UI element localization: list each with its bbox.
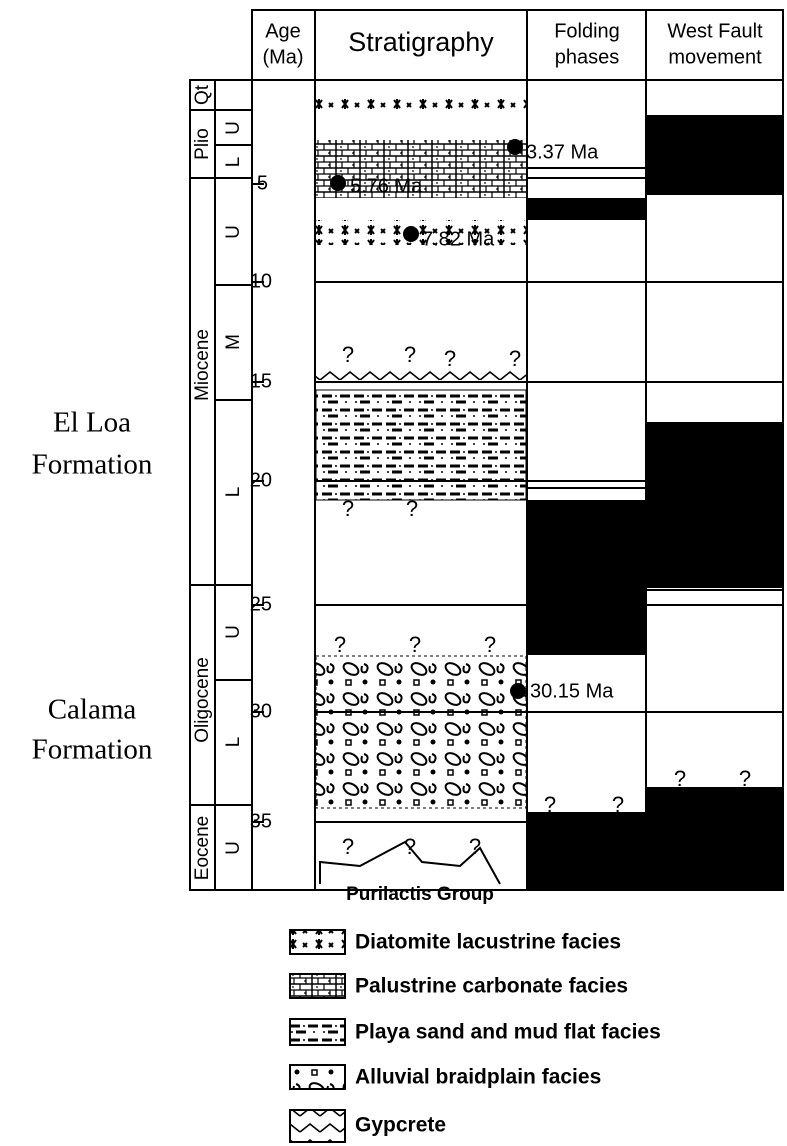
question-mark: ?: [739, 766, 751, 791]
question-mark: ?: [544, 792, 556, 817]
fault-header: movement: [668, 46, 762, 68]
formation-label: Calama: [48, 694, 137, 726]
age-tick: 5: [257, 172, 268, 194]
fault-phase: [646, 115, 783, 195]
folding-phase: [527, 198, 646, 220]
epoch: Oligocene: [192, 657, 213, 743]
page: { "header": {"age": ["Age", "(Ma)"], "st…: [0, 0, 787, 1146]
subepoch: M: [223, 334, 244, 350]
folding-phase: [527, 812, 646, 890]
question-mark: ?: [334, 632, 346, 657]
subepoch: L: [223, 737, 244, 748]
question-mark: ?: [342, 342, 354, 367]
legend-swatch: [290, 930, 345, 954]
question-mark: ?: [409, 632, 421, 657]
date-label: 3.37 Ma: [526, 141, 599, 163]
question-mark: ?: [342, 834, 354, 859]
legend-label: Playa sand and mud flat facies: [355, 1021, 661, 1044]
question-mark: ?: [469, 834, 481, 859]
age-tick: 30: [250, 700, 272, 722]
age-tick: 10: [250, 270, 272, 292]
subepoch: U: [223, 625, 244, 639]
legend-swatch: [290, 1019, 345, 1045]
subepoch: U: [223, 121, 244, 135]
playa-layer: [316, 390, 526, 500]
formation-label: Formation: [32, 734, 153, 766]
strat-diagram: Age (Ma) Stratigraphy Folding phases Wes…: [0, 0, 787, 1146]
folding-phase: [527, 500, 646, 655]
age-header: Age: [265, 20, 301, 42]
alluvial-layer: [316, 656, 526, 808]
age-tick: 25: [250, 593, 272, 615]
date-dot: [403, 226, 419, 242]
formation-label: El Loa: [53, 407, 131, 439]
epoch: Miocene: [192, 329, 213, 401]
question-mark: ?: [444, 346, 456, 371]
question-mark: ?: [509, 346, 521, 371]
question-mark: ?: [612, 792, 624, 817]
formation-label: Formation: [32, 449, 153, 481]
age-tick: 20: [250, 469, 272, 491]
fault-phase: [646, 787, 783, 890]
gypcrete-layer: [316, 366, 526, 380]
legend: Diatomite lacustrine facies Palustrine c…: [290, 930, 661, 1142]
age-header: (Ma): [262, 46, 303, 68]
legend-swatch: [290, 1065, 345, 1089]
epoch: Plio: [192, 128, 213, 160]
subepoch: L: [223, 157, 244, 168]
legend-label: Gypcrete: [355, 1114, 446, 1137]
question-mark: ?: [404, 834, 416, 859]
legend-label: Diatomite lacustrine facies: [355, 931, 621, 954]
date-label: 5.76 Ma: [350, 175, 423, 197]
subepoch: L: [223, 487, 244, 498]
folding-header: Folding: [554, 20, 620, 42]
date-dot: [330, 175, 346, 191]
legend-label: Alluvial braidplain facies: [355, 1066, 601, 1089]
legend-swatch: [290, 974, 345, 998]
subepoch: U: [223, 225, 244, 239]
diatomite-layer: [316, 220, 526, 245]
date-label: 30.15 Ma: [530, 680, 614, 702]
diatomite-layer: [316, 96, 526, 112]
legend-swatch: [290, 1110, 345, 1142]
fault-phase: [646, 422, 783, 588]
age-tick: 35: [250, 810, 272, 832]
question-mark: ?: [484, 632, 496, 657]
age-tick: 15: [250, 370, 272, 392]
date-label: 7.82 Ma: [422, 228, 495, 250]
date-dot: [507, 139, 523, 155]
epoch: Eocene: [192, 816, 213, 880]
fault-header: West Fault: [667, 20, 763, 42]
subepoch: U: [223, 841, 244, 855]
epoch: Qt: [192, 84, 213, 105]
strat-header: Stratigraphy: [348, 27, 494, 57]
question-mark: ?: [404, 342, 416, 367]
layers: [316, 96, 526, 884]
question-mark: ?: [342, 496, 354, 521]
folding-header: phases: [555, 46, 620, 68]
date-dot: [510, 683, 526, 699]
legend-label: Palustrine carbonate facies: [355, 975, 628, 998]
question-mark: ?: [674, 766, 686, 791]
basement-label: Purilactis Group: [346, 884, 494, 905]
question-mark: ?: [406, 496, 418, 521]
